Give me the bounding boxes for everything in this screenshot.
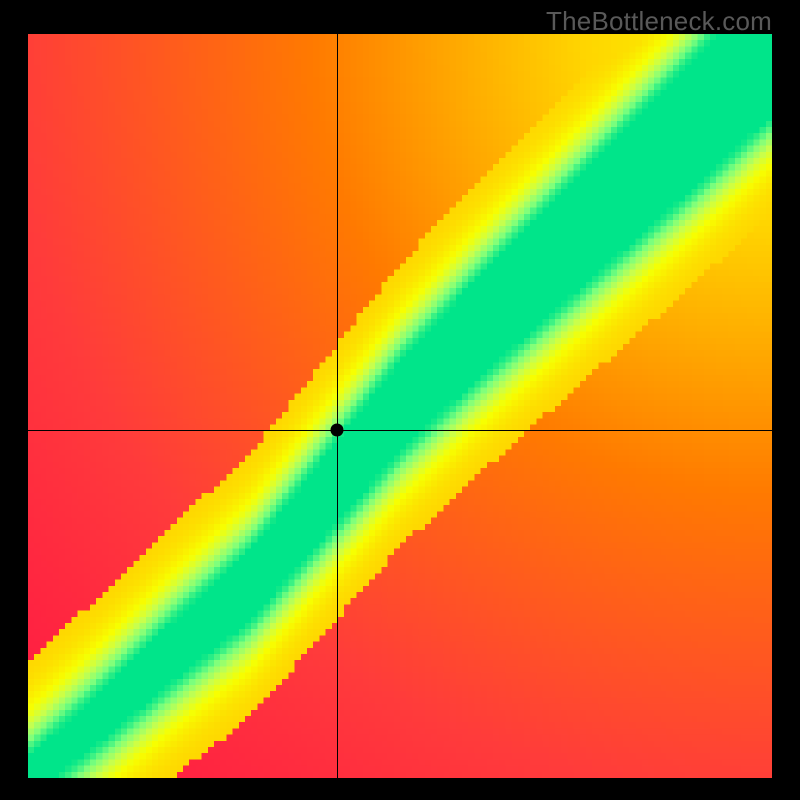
heatmap-canvas xyxy=(28,34,772,778)
heatmap-plot xyxy=(28,34,772,778)
watermark-text: TheBottleneck.com xyxy=(546,6,772,37)
